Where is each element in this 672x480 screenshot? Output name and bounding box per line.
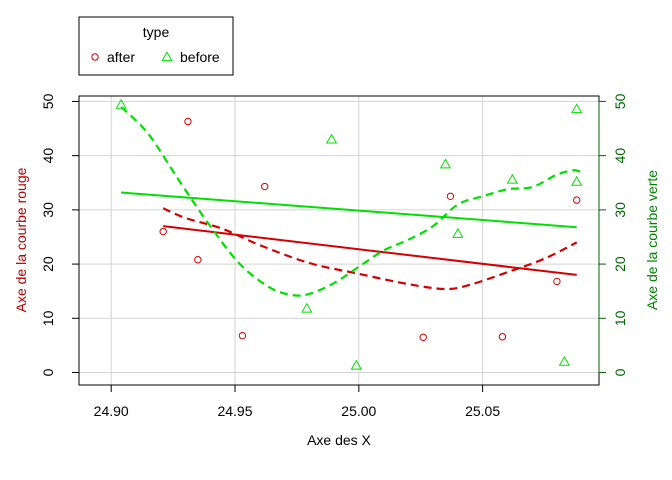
axes: 24.90 24.95 25.00 25.05 0 10 20 30 40 50 0 10 20 30 40… bbox=[40, 93, 628, 419]
fit-lines bbox=[120, 106, 583, 297]
left-y-tick-label: 30 bbox=[40, 202, 56, 218]
x-tick-label: 24.90 bbox=[94, 403, 129, 419]
legend: type after before bbox=[78, 16, 234, 76]
x-tick-label: 25.00 bbox=[341, 403, 376, 419]
point-before bbox=[301, 302, 313, 313]
legend-symbol-after bbox=[91, 53, 99, 61]
legend-symbol-before bbox=[161, 51, 173, 62]
point-after bbox=[553, 277, 561, 286]
grid bbox=[79, 96, 599, 385]
legend-entries: after before bbox=[91, 49, 220, 65]
x-axis-label: Axe des X bbox=[307, 432, 371, 448]
right-y-tick-label: 50 bbox=[612, 93, 628, 109]
point-before bbox=[571, 175, 583, 186]
point-after bbox=[573, 196, 581, 204]
point-before bbox=[325, 133, 338, 144]
point-after bbox=[184, 117, 192, 126]
right-y-tick-label: 30 bbox=[612, 202, 628, 218]
plot-border bbox=[78, 95, 600, 386]
right-y-tick-label: 0 bbox=[612, 368, 628, 376]
legend-box bbox=[78, 16, 234, 76]
left-y-tick-label: 10 bbox=[40, 310, 56, 326]
point-before bbox=[439, 158, 452, 169]
smooth-curve-before bbox=[120, 106, 583, 297]
smooth-curve-after bbox=[162, 207, 578, 291]
point-after bbox=[159, 227, 167, 236]
left-y-tick-label: 0 bbox=[40, 368, 56, 376]
legend-label-after: after bbox=[107, 49, 135, 65]
point-after bbox=[446, 192, 455, 201]
fit-line-before bbox=[121, 191, 577, 229]
point-before bbox=[571, 103, 583, 114]
data-points bbox=[115, 98, 583, 370]
point-before bbox=[350, 359, 362, 370]
left-y-tick-label: 20 bbox=[40, 256, 56, 272]
left-y-tick-label: 50 bbox=[40, 93, 56, 109]
point-after bbox=[261, 182, 269, 191]
fit-line-after bbox=[163, 225, 577, 276]
point-after bbox=[238, 331, 247, 340]
legend-label-before: before bbox=[180, 49, 220, 65]
x-tick-label: 24.95 bbox=[217, 403, 252, 419]
legend-title: type bbox=[143, 24, 170, 40]
point-before bbox=[506, 173, 518, 184]
point-after bbox=[498, 333, 507, 341]
x-tick-label: 25.05 bbox=[465, 403, 500, 419]
left-y-tick-label: 40 bbox=[40, 148, 56, 164]
point-after bbox=[419, 333, 427, 341]
right-y-axis-label: Axe de la courbe verte bbox=[644, 170, 660, 310]
right-y-tick-label: 10 bbox=[612, 310, 628, 326]
point-before bbox=[558, 355, 570, 366]
right-y-tick-label: 20 bbox=[612, 256, 628, 272]
point-before bbox=[452, 227, 464, 238]
left-y-axis-label: Axe de la courbe rouge bbox=[13, 167, 29, 312]
right-y-tick-label: 40 bbox=[612, 148, 628, 164]
point-after bbox=[194, 256, 202, 264]
point-before bbox=[115, 98, 127, 109]
